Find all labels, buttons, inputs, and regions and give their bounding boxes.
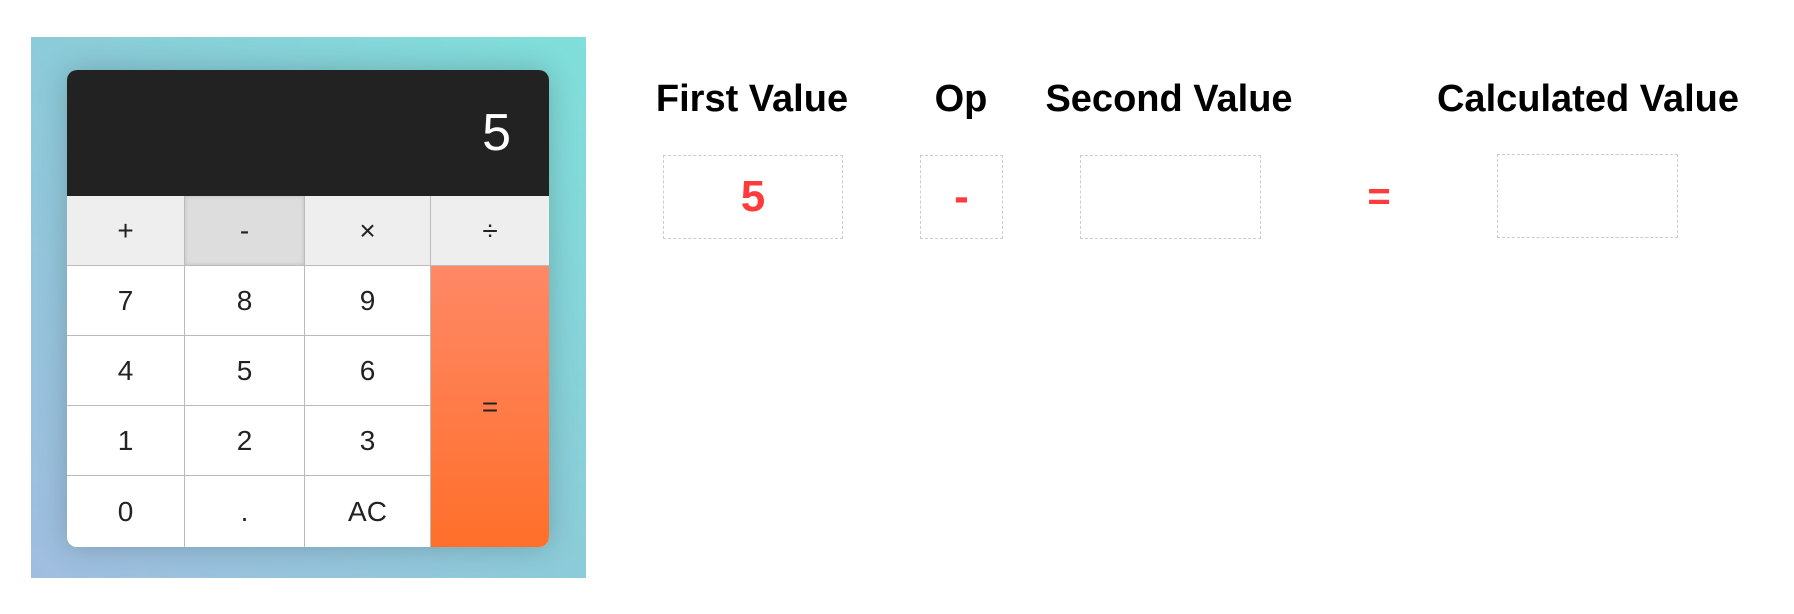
digit-3-button[interactable]: 3 <box>305 406 431 476</box>
equals-button[interactable]: = <box>431 266 549 547</box>
digit-1-button[interactable]: 1 <box>67 406 185 476</box>
first-value-heading: First Value <box>655 78 849 120</box>
digit-0-button[interactable]: 0 <box>67 476 185 547</box>
digit-6-button[interactable]: 6 <box>305 336 431 406</box>
equals-sign: = <box>1367 174 1391 219</box>
digit-2-button[interactable]: 2 <box>185 406 305 476</box>
calculated-value-box <box>1497 154 1678 238</box>
first-value-box: 5 <box>663 155 843 239</box>
add-button[interactable]: + <box>67 196 185 266</box>
calculator: 5 + - × ÷ 7 8 9 4 5 6 1 2 3 0 . AC = <box>67 70 549 547</box>
second-value-heading: Second Value <box>1045 78 1293 120</box>
divide-button[interactable]: ÷ <box>431 196 549 266</box>
calculator-display: 5 <box>67 70 549 196</box>
op-value-box: - <box>920 155 1003 239</box>
multiply-button[interactable]: × <box>305 196 431 266</box>
digit-9-button[interactable]: 9 <box>305 266 431 336</box>
calculated-value-heading: Calculated Value <box>1436 78 1740 120</box>
digit-8-button[interactable]: 8 <box>185 266 305 336</box>
op-heading: Op <box>934 78 988 120</box>
clear-button[interactable]: AC <box>305 476 431 547</box>
second-value-box <box>1080 155 1261 239</box>
digit-4-button[interactable]: 4 <box>67 336 185 406</box>
decimal-button[interactable]: . <box>185 476 305 547</box>
subtract-button[interactable]: - <box>185 196 305 266</box>
digit-7-button[interactable]: 7 <box>67 266 185 336</box>
digit-5-button[interactable]: 5 <box>185 336 305 406</box>
